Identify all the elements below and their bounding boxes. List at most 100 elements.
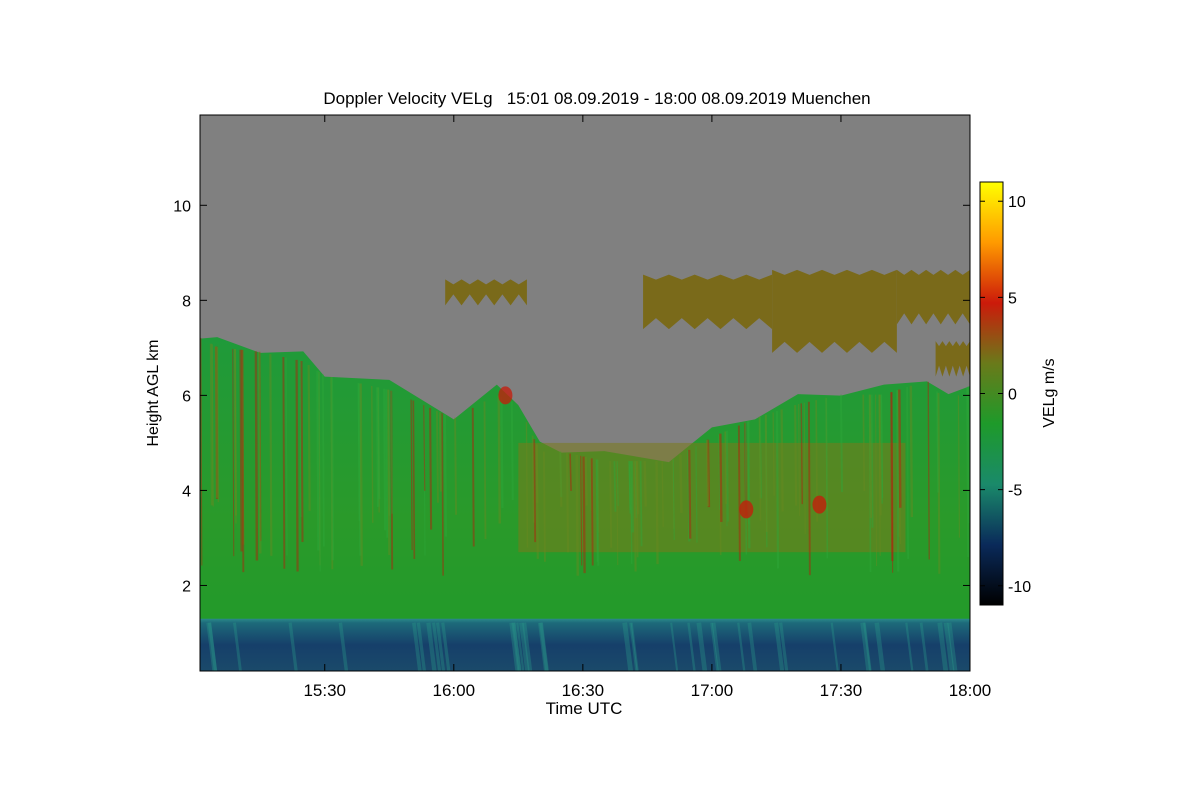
boundary-layer-streak: [874, 622, 886, 671]
velocity-streak: [330, 377, 335, 561]
velocity-streak: [209, 343, 214, 506]
boundary-layer-streak: [696, 622, 708, 671]
velocity-streak: [909, 385, 914, 518]
boundary-layer-streak: [509, 622, 520, 671]
velocity-streak: [706, 439, 711, 508]
boundary-layer-streak: [519, 622, 530, 671]
boundary-layer-streak: [670, 622, 679, 671]
velocity-streak: [385, 389, 389, 538]
velocity-streak: [441, 413, 444, 576]
boundary-layer-streak: [711, 622, 722, 671]
velocity-streak: [672, 458, 675, 540]
y-tick-label: 6: [182, 388, 191, 405]
velocity-streak: [635, 461, 639, 515]
velocity-streak: [358, 383, 362, 556]
x-tick-label: 18:00: [949, 681, 992, 700]
velocity-streak: [687, 450, 691, 542]
boundary-layer-streak: [426, 622, 437, 671]
velocity-streak: [232, 348, 235, 557]
velocity-streak: [377, 387, 380, 513]
x-tick-label: 16:00: [433, 681, 476, 700]
velocity-streak: [285, 357, 288, 556]
velocity-streak: [543, 451, 546, 562]
velocity-streak: [688, 449, 692, 539]
velocity-streak: [590, 458, 594, 566]
velocity-streak: [891, 392, 894, 573]
upper-cloud-layer: [643, 274, 773, 330]
velocity-streak: [510, 401, 514, 501]
colorbar-label: VELg m/s: [1041, 358, 1058, 427]
velocity-streak: [880, 394, 883, 504]
velocity-streak: [531, 435, 535, 523]
velocity-streak: [575, 455, 579, 576]
velocity-streak: [584, 456, 588, 506]
y-tick-label: 8: [182, 293, 191, 310]
velocity-streak: [726, 430, 729, 522]
velocity-streak: [377, 387, 381, 500]
velocity-streak: [299, 360, 303, 518]
velocity-streak: [214, 346, 218, 498]
velocity-streak: [718, 433, 722, 556]
velocity-streak: [330, 377, 334, 570]
velocity-streak: [533, 439, 537, 543]
chart-title: Doppler Velocity VELg 15:01 08.09.2019 -…: [323, 89, 870, 108]
velocity-streak: [371, 385, 374, 523]
velocity-streak: [870, 394, 874, 528]
colorbar-tick-label: -10: [1008, 579, 1031, 596]
velocity-streak: [825, 397, 829, 559]
velocity-streak: [719, 433, 723, 522]
velocity-streak: [898, 389, 902, 545]
velocity-streak: [794, 405, 798, 506]
boundary-layer-streak: [512, 622, 522, 671]
velocity-streak: [747, 421, 751, 549]
velocity-streak: [613, 461, 617, 512]
velocity-streak: [357, 383, 360, 521]
boundary-layer-streak: [710, 622, 719, 671]
boundary-layer-streak: [830, 622, 839, 671]
boundary-layer-streak: [511, 622, 522, 671]
boundary-layer-streak: [435, 622, 446, 671]
velocity-streak: [967, 386, 970, 524]
velocity-streak: [798, 403, 801, 516]
velocity-streak: [628, 461, 631, 514]
convective-cell: [498, 386, 513, 405]
velocity-streak: [890, 392, 894, 562]
velocity-streak: [906, 386, 909, 559]
velocity-streak: [258, 351, 262, 554]
velocity-streak: [896, 390, 900, 572]
mid-level-updraft-zone: [518, 442, 906, 553]
velocity-streak: [758, 416, 762, 499]
velocity-streak: [775, 411, 780, 569]
boundary-layer-streak: [937, 622, 949, 671]
boundary-layer-streak: [206, 622, 218, 671]
velocity-streak: [316, 370, 320, 551]
velocity-streak: [387, 389, 391, 555]
convective-cell: [739, 500, 754, 519]
velocity-streak: [868, 394, 873, 518]
colorbar-tick-label: 0: [1008, 387, 1017, 404]
velocity-streak: [322, 374, 325, 547]
velocity-streak: [718, 434, 721, 510]
velocity-streak: [211, 344, 214, 507]
velocity-streak: [471, 407, 475, 547]
boundary-layer-streak: [943, 622, 955, 671]
velocity-streak: [758, 416, 762, 521]
y-axis: 2 4 6 8 10: [173, 198, 970, 595]
velocity-streak: [936, 391, 939, 493]
velocity-streak: [737, 425, 741, 561]
colorbar-ticks: 10 5 0 -5 -10: [980, 194, 1031, 596]
velocity-streak: [800, 403, 803, 505]
velocity-streak: [412, 400, 416, 560]
velocity-streak: [725, 431, 728, 527]
boundary-layer-streak: [233, 622, 242, 671]
x-tick-label: 16:30: [562, 681, 605, 700]
velocity-streak: [565, 452, 570, 553]
velocity-streak: [390, 390, 394, 570]
boundary-layer-streak: [860, 622, 872, 671]
velocity-streak: [429, 407, 433, 530]
velocity-streak: [241, 349, 245, 545]
velocity-streak: [359, 383, 363, 566]
boundary-layer-streak: [622, 622, 634, 671]
y-axis-label: Height AGL km: [145, 339, 162, 446]
